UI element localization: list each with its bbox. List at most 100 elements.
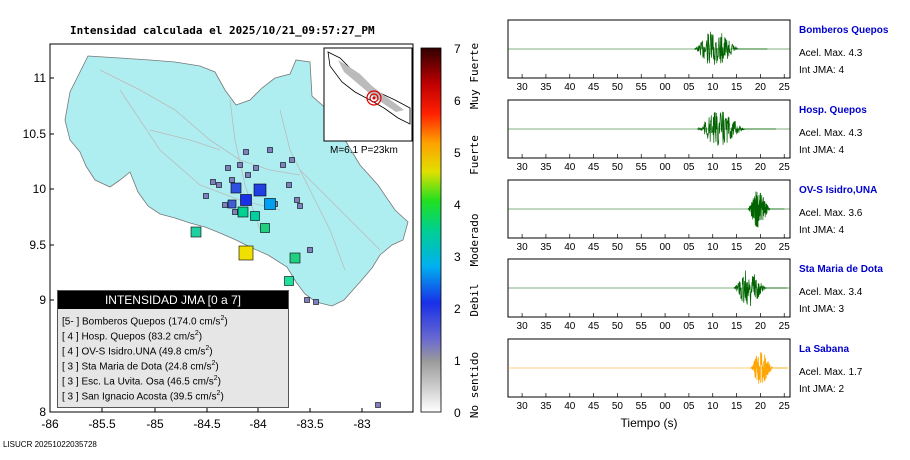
time-tick-label: 30 bbox=[517, 401, 529, 412]
waveform-panel: 30 35 40 45 50 55 00 05 10 15 20 25 bbox=[507, 338, 791, 412]
time-tick-label: 25 bbox=[779, 321, 791, 332]
station-name: Hosp. Quepos bbox=[799, 105, 867, 116]
legend-level: [ 4 ] bbox=[62, 346, 82, 358]
waveform-panel: 30 35 40 45 50 55 00 05 10 15 20 25 bbox=[507, 258, 791, 332]
colorbar-labels: Muy Fuerte Fuerte Moderado Debil No sentido bbox=[468, 43, 481, 418]
time-tick-label: 05 bbox=[683, 321, 695, 332]
station-marker bbox=[253, 165, 259, 171]
station-marker bbox=[203, 193, 209, 199]
colorbar-category-label: Fuerte bbox=[468, 135, 481, 175]
station-intensity: Int JMA: 4 bbox=[799, 225, 845, 236]
lat-tick-label: 10.5 bbox=[23, 127, 47, 141]
station-marker bbox=[190, 226, 202, 238]
lat-tick-label: 11 bbox=[34, 71, 47, 85]
station-marker bbox=[289, 252, 301, 264]
legend-value: (174.0 cm/s bbox=[168, 316, 221, 328]
colorbar-tick-label: 2 bbox=[454, 302, 461, 316]
legend-value: (46.5 cm/s bbox=[167, 376, 214, 388]
time-tick-label: 55 bbox=[636, 82, 648, 93]
station-marker bbox=[375, 402, 381, 408]
legend-row: [5- ] Bomberos Quepos (174.0 cm/s2) bbox=[62, 315, 228, 328]
legend-value: (39.5 cm/s bbox=[169, 391, 217, 403]
station-name: La Sabana bbox=[799, 344, 850, 355]
colorbar-tick-label: 7 bbox=[454, 42, 461, 56]
colorbar-category-label: Moderado bbox=[468, 214, 481, 267]
station-marker bbox=[297, 203, 303, 209]
station-accel: Acel. Max. 4.3 bbox=[799, 128, 863, 139]
station-marker bbox=[267, 147, 273, 153]
time-tick-label: 05 bbox=[683, 242, 695, 253]
legend-value: (49.8 cm/s bbox=[158, 346, 206, 358]
station-marker bbox=[307, 247, 313, 253]
legend-row: [ 3 ] Esc. La Uvita. Osa (46.5 cm/s2) bbox=[62, 375, 221, 388]
station-marker bbox=[210, 179, 216, 185]
waveform-panels: 30 35 40 45 50 55 00 05 10 15 20 25 30 35 40 45 50 55 00 05… bbox=[507, 19, 791, 430]
time-tick-label: 00 bbox=[660, 82, 672, 93]
legend-level: [5- ] bbox=[62, 316, 83, 328]
time-tick-label: 20 bbox=[755, 401, 767, 412]
roads bbox=[99, 69, 381, 271]
station-name: Bomberos Quepos bbox=[799, 25, 889, 36]
time-tick-label: 35 bbox=[540, 321, 552, 332]
station-accel: Acel. Max. 1.7 bbox=[799, 367, 863, 378]
time-tick-label: 20 bbox=[755, 321, 767, 332]
time-tick-label: 20 bbox=[755, 242, 767, 253]
colorbar-tick-label: 6 bbox=[454, 94, 461, 108]
time-tick-label: 50 bbox=[612, 82, 624, 93]
time-tick-label: 45 bbox=[588, 162, 600, 173]
station-marker bbox=[240, 194, 252, 206]
time-tick-label: 55 bbox=[636, 242, 648, 253]
time-tick-label: 50 bbox=[612, 162, 624, 173]
time-tick-label: 45 bbox=[588, 82, 600, 93]
station-marker bbox=[216, 182, 222, 188]
station-marker bbox=[313, 299, 319, 305]
legend-value: (83.2 cm/s bbox=[148, 331, 195, 343]
legend-station: Hosp. Quepos bbox=[81, 331, 149, 343]
station-marker bbox=[250, 211, 260, 221]
legend-station: OV-S Isidro.UNA bbox=[81, 346, 159, 358]
legend-level: [ 3 ] bbox=[62, 361, 82, 373]
time-tick-label: 10 bbox=[707, 242, 719, 253]
time-tick-label: 25 bbox=[779, 162, 791, 173]
time-tick-label: 25 bbox=[779, 242, 791, 253]
waveform-trace bbox=[696, 111, 776, 146]
station-marker bbox=[284, 276, 294, 286]
legend-station: San Ignacio Acosta bbox=[81, 391, 170, 403]
station-name: OV-S Isidro,UNA bbox=[799, 185, 878, 196]
station-accel: Acel. Max. 4.3 bbox=[799, 48, 863, 59]
time-tick-label: 40 bbox=[564, 242, 576, 253]
time-tick-label: 40 bbox=[564, 321, 576, 332]
legend-value: (24.8 cm/s bbox=[164, 361, 212, 373]
lat-tick-label: 8 bbox=[39, 405, 46, 419]
time-tick-label: 45 bbox=[588, 321, 600, 332]
station-marker bbox=[245, 172, 251, 178]
station-intensity: Int JMA: 4 bbox=[799, 145, 845, 156]
time-tick-label: 40 bbox=[564, 401, 576, 412]
legend-level: [ 3 ] bbox=[62, 391, 82, 403]
station-marker bbox=[264, 198, 276, 210]
time-tick-label: 45 bbox=[588, 242, 600, 253]
station-marker bbox=[237, 206, 249, 218]
time-tick-label: 50 bbox=[612, 401, 624, 412]
station-marker bbox=[294, 197, 300, 203]
colorbar-category-label: Debil bbox=[468, 283, 481, 316]
waveform-panel: 30 35 40 45 50 55 00 05 10 15 20 25 bbox=[507, 19, 791, 93]
time-tick-label: 25 bbox=[779, 401, 791, 412]
time-tick-label: 35 bbox=[540, 242, 552, 253]
legend-level: [ 3 ] bbox=[62, 376, 82, 388]
time-tick-label: 30 bbox=[517, 242, 529, 253]
station-marker bbox=[237, 162, 243, 168]
lon-tick-label: -83 bbox=[353, 417, 371, 431]
intensity-colorbar bbox=[420, 47, 442, 413]
time-tick-label: 35 bbox=[540, 82, 552, 93]
time-tick-label: 10 bbox=[707, 401, 719, 412]
time-tick-label: 05 bbox=[683, 82, 695, 93]
time-tick-label: 40 bbox=[564, 162, 576, 173]
time-tick-label: 30 bbox=[517, 82, 529, 93]
time-tick-label: 15 bbox=[731, 82, 743, 93]
time-axis-label: Tiempo (s) bbox=[621, 416, 678, 430]
time-tick-label: 35 bbox=[540, 162, 552, 173]
lat-tick-label: 10 bbox=[33, 182, 47, 196]
colorbar-category-label: Muy Fuerte bbox=[468, 43, 481, 109]
